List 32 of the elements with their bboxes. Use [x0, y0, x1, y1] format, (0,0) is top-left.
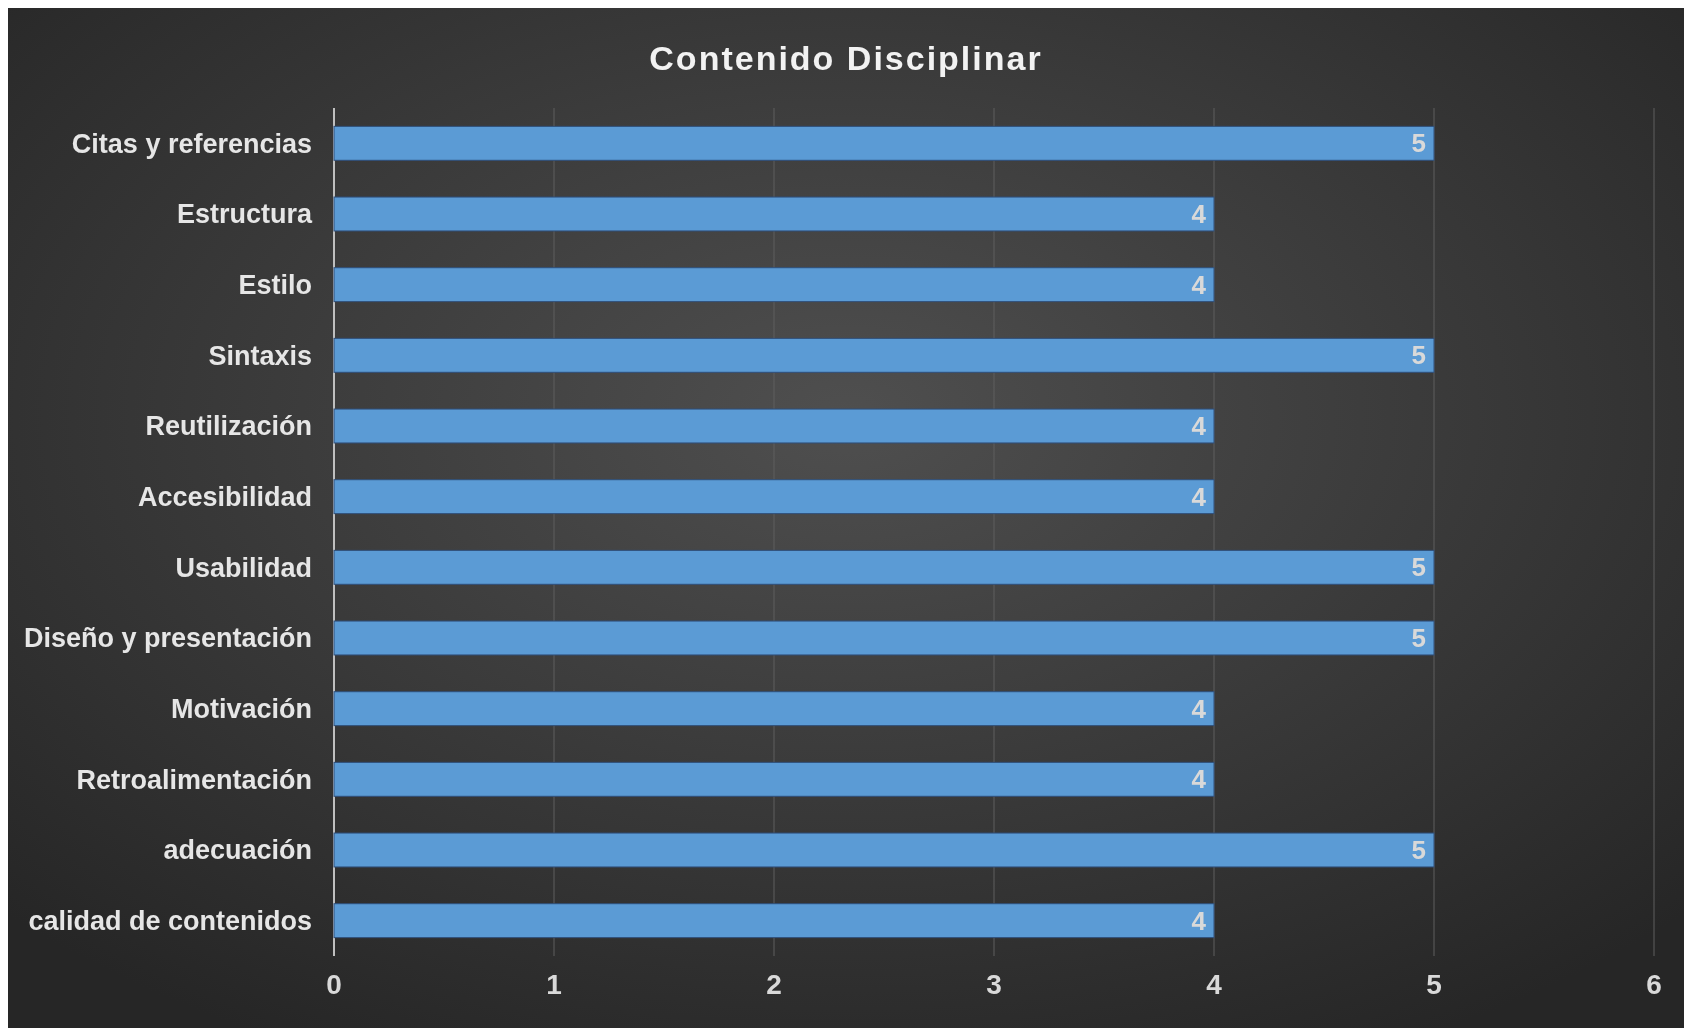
chart-title: Contenido Disciplinar — [649, 38, 1043, 77]
y-tick-label: Retroalimentación — [76, 764, 312, 795]
x-tick-label: 2 — [766, 969, 782, 1000]
data-label: 4 — [1191, 905, 1207, 936]
data-label: 4 — [1191, 693, 1207, 724]
x-tick-label: 3 — [986, 969, 1002, 1000]
data-label: 5 — [1411, 128, 1426, 159]
data-label: 4 — [1191, 199, 1207, 230]
x-tick-label: 5 — [1426, 969, 1442, 1000]
data-label: 4 — [1191, 411, 1207, 442]
y-tick-label: Reutilización — [145, 411, 312, 442]
data-label: 5 — [1411, 623, 1426, 654]
y-tick-label: Diseño y presentación — [23, 623, 312, 654]
y-tick-label: Usabilidad — [175, 552, 312, 583]
y-tick-label: calidad de contenidos — [28, 906, 312, 937]
y-tick-label: Sintaxis — [208, 340, 312, 371]
data-label: 4 — [1191, 269, 1207, 300]
y-tick-label: Estilo — [238, 270, 312, 301]
x-tick-label: 0 — [326, 969, 342, 1000]
x-tick-label: 1 — [546, 969, 562, 1000]
y-tick-label: Citas y referencias — [71, 128, 312, 159]
data-label: 5 — [1411, 835, 1426, 866]
x-tick-label: 6 — [1646, 969, 1662, 1000]
y-tick-label: Accesibilidad — [137, 482, 312, 513]
y-tick-label: Estructura — [176, 199, 313, 230]
y-tick-label: adecuación — [163, 835, 312, 866]
data-label: 5 — [1411, 340, 1426, 371]
y-tick-label: Motivación — [170, 694, 312, 725]
data-label: 4 — [1191, 764, 1207, 795]
data-label: 5 — [1411, 552, 1426, 583]
data-label: 4 — [1191, 481, 1207, 512]
x-tick-label: 4 — [1206, 969, 1223, 1000]
